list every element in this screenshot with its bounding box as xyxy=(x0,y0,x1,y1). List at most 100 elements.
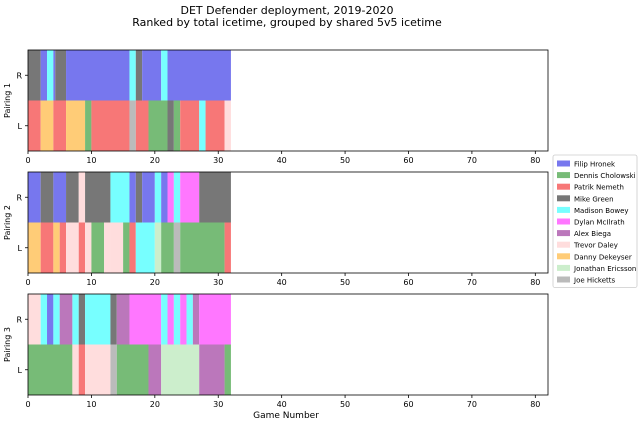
deployment-bar xyxy=(224,344,231,395)
legend-item: Jonathan Ericsson xyxy=(557,264,636,273)
legend-label: Joe Hicketts xyxy=(573,277,616,285)
legend-swatch xyxy=(557,253,570,260)
legend-swatch xyxy=(557,241,570,248)
pairing-panels: R L Pairing 1 0 10 20 30 40 50 60 70 80 R L Pairing 2 0… xyxy=(3,49,549,409)
pairing-label: Pairing 3 xyxy=(3,327,12,362)
deployment-bar xyxy=(28,294,41,345)
x-tick-label: 50 xyxy=(340,400,350,409)
deployment-bar xyxy=(72,294,79,345)
x-tick-label: 10 xyxy=(86,400,96,409)
deployment-bar xyxy=(78,344,86,395)
legend-item: Filip Hronek xyxy=(557,160,616,169)
pairing-panel: R L Pairing 2 0 10 20 30 40 50 60 70 80 xyxy=(3,171,549,287)
legend-item: Dylan McIlrath xyxy=(557,218,625,227)
legend-item: Patrik Nemeth xyxy=(557,183,624,192)
legend-item: Dennis Cholowski xyxy=(557,172,636,180)
y-tick-label: R xyxy=(16,315,22,324)
x-tick-label: 10 xyxy=(86,278,96,287)
deployment-bar xyxy=(135,50,143,101)
deployment-bar xyxy=(129,100,136,151)
x-axis-label: Game Number xyxy=(253,411,319,421)
deployment-bar xyxy=(85,172,111,223)
deployment-bar xyxy=(148,100,168,151)
deployment-bar xyxy=(116,294,130,345)
deployment-bar xyxy=(161,172,168,223)
deployment-bar xyxy=(199,344,225,395)
deployment-bar xyxy=(66,50,130,101)
x-tick-label: 30 xyxy=(213,278,223,287)
deployment-bar xyxy=(129,50,136,101)
deployment-bar xyxy=(40,172,54,223)
legend-label: Patrik Nemeth xyxy=(574,184,624,192)
deployment-bar xyxy=(148,344,162,395)
x-tick-label: 40 xyxy=(277,156,287,165)
x-tick-label: 0 xyxy=(25,400,30,409)
deployment-bar xyxy=(47,294,54,345)
panel-frame xyxy=(27,171,549,274)
x-tick-label: 80 xyxy=(530,278,540,287)
deployment-bar xyxy=(180,172,200,223)
chart-subtitle: Ranked by total icetime, grouped by shar… xyxy=(132,16,442,29)
deployment-bar xyxy=(199,294,231,345)
deployment-bar xyxy=(59,222,67,273)
deployment-bar xyxy=(28,344,73,395)
legend-swatch xyxy=(557,160,570,167)
x-tick-label: 70 xyxy=(467,400,477,409)
deployment-bar xyxy=(173,294,181,345)
deployment-bar xyxy=(173,222,181,273)
deployment-bar xyxy=(66,172,79,223)
y-tick-label: R xyxy=(16,71,22,80)
legend-label: Mike Green xyxy=(574,195,614,203)
legend-item: Mike Green xyxy=(557,195,614,203)
deployment-bar xyxy=(161,344,200,395)
deployment-bar xyxy=(167,294,174,345)
deployment-bar xyxy=(135,172,143,223)
deployment-bar xyxy=(47,50,54,101)
y-tick-label: L xyxy=(18,244,23,253)
legend-label: Alex Biega xyxy=(574,230,611,238)
x-tick-label: 80 xyxy=(530,156,540,165)
deployment-bar xyxy=(53,100,67,151)
deployment-bar xyxy=(28,172,41,223)
deployment-bar xyxy=(167,50,231,101)
x-tick-label: 70 xyxy=(467,156,477,165)
deployment-bar xyxy=(40,50,48,101)
legend-frame xyxy=(552,154,638,289)
deployment-bar xyxy=(192,294,200,345)
deployment-bar xyxy=(135,222,155,273)
deployment-bar xyxy=(59,294,73,345)
x-tick-label: 30 xyxy=(213,156,223,165)
deployment-bar xyxy=(28,50,41,101)
deployment-bar xyxy=(161,294,168,345)
deployment-bar xyxy=(28,100,41,151)
deployment-bar xyxy=(180,100,200,151)
pairing-panel: R L Pairing 1 0 10 20 30 40 50 60 70 80 xyxy=(3,49,549,165)
deployment-bar xyxy=(110,222,124,273)
y-tick-label: L xyxy=(18,122,23,131)
deployment-bar xyxy=(110,344,117,395)
deployment-bar xyxy=(142,172,155,223)
deployment-bar xyxy=(167,172,174,223)
x-tick-label: 10 xyxy=(86,156,96,165)
deployment-bar xyxy=(85,100,92,151)
legend-label: Dennis Cholowski xyxy=(574,172,636,180)
deployment-bar xyxy=(104,222,111,273)
legend-item: Alex Biega xyxy=(557,230,611,238)
deployment-bar xyxy=(85,222,92,273)
deployment-bar xyxy=(161,222,174,273)
deployment-bar xyxy=(199,172,231,223)
deployment-bar xyxy=(129,222,136,273)
y-tick-label: R xyxy=(16,193,22,202)
deployment-bar xyxy=(110,172,130,223)
panel-frame xyxy=(27,49,549,152)
legend-swatch xyxy=(557,172,570,179)
deployment-bar xyxy=(53,172,67,223)
x-tick-label: 20 xyxy=(150,156,160,165)
deployment-bar xyxy=(161,50,168,101)
deployment-bar xyxy=(40,222,54,273)
pairing-label: Pairing 1 xyxy=(3,83,12,118)
x-tick-label: 80 xyxy=(530,400,540,409)
deployment-bar xyxy=(78,172,86,223)
deployment-bar xyxy=(85,294,111,345)
legend-item: Trevor Daley xyxy=(557,241,618,250)
